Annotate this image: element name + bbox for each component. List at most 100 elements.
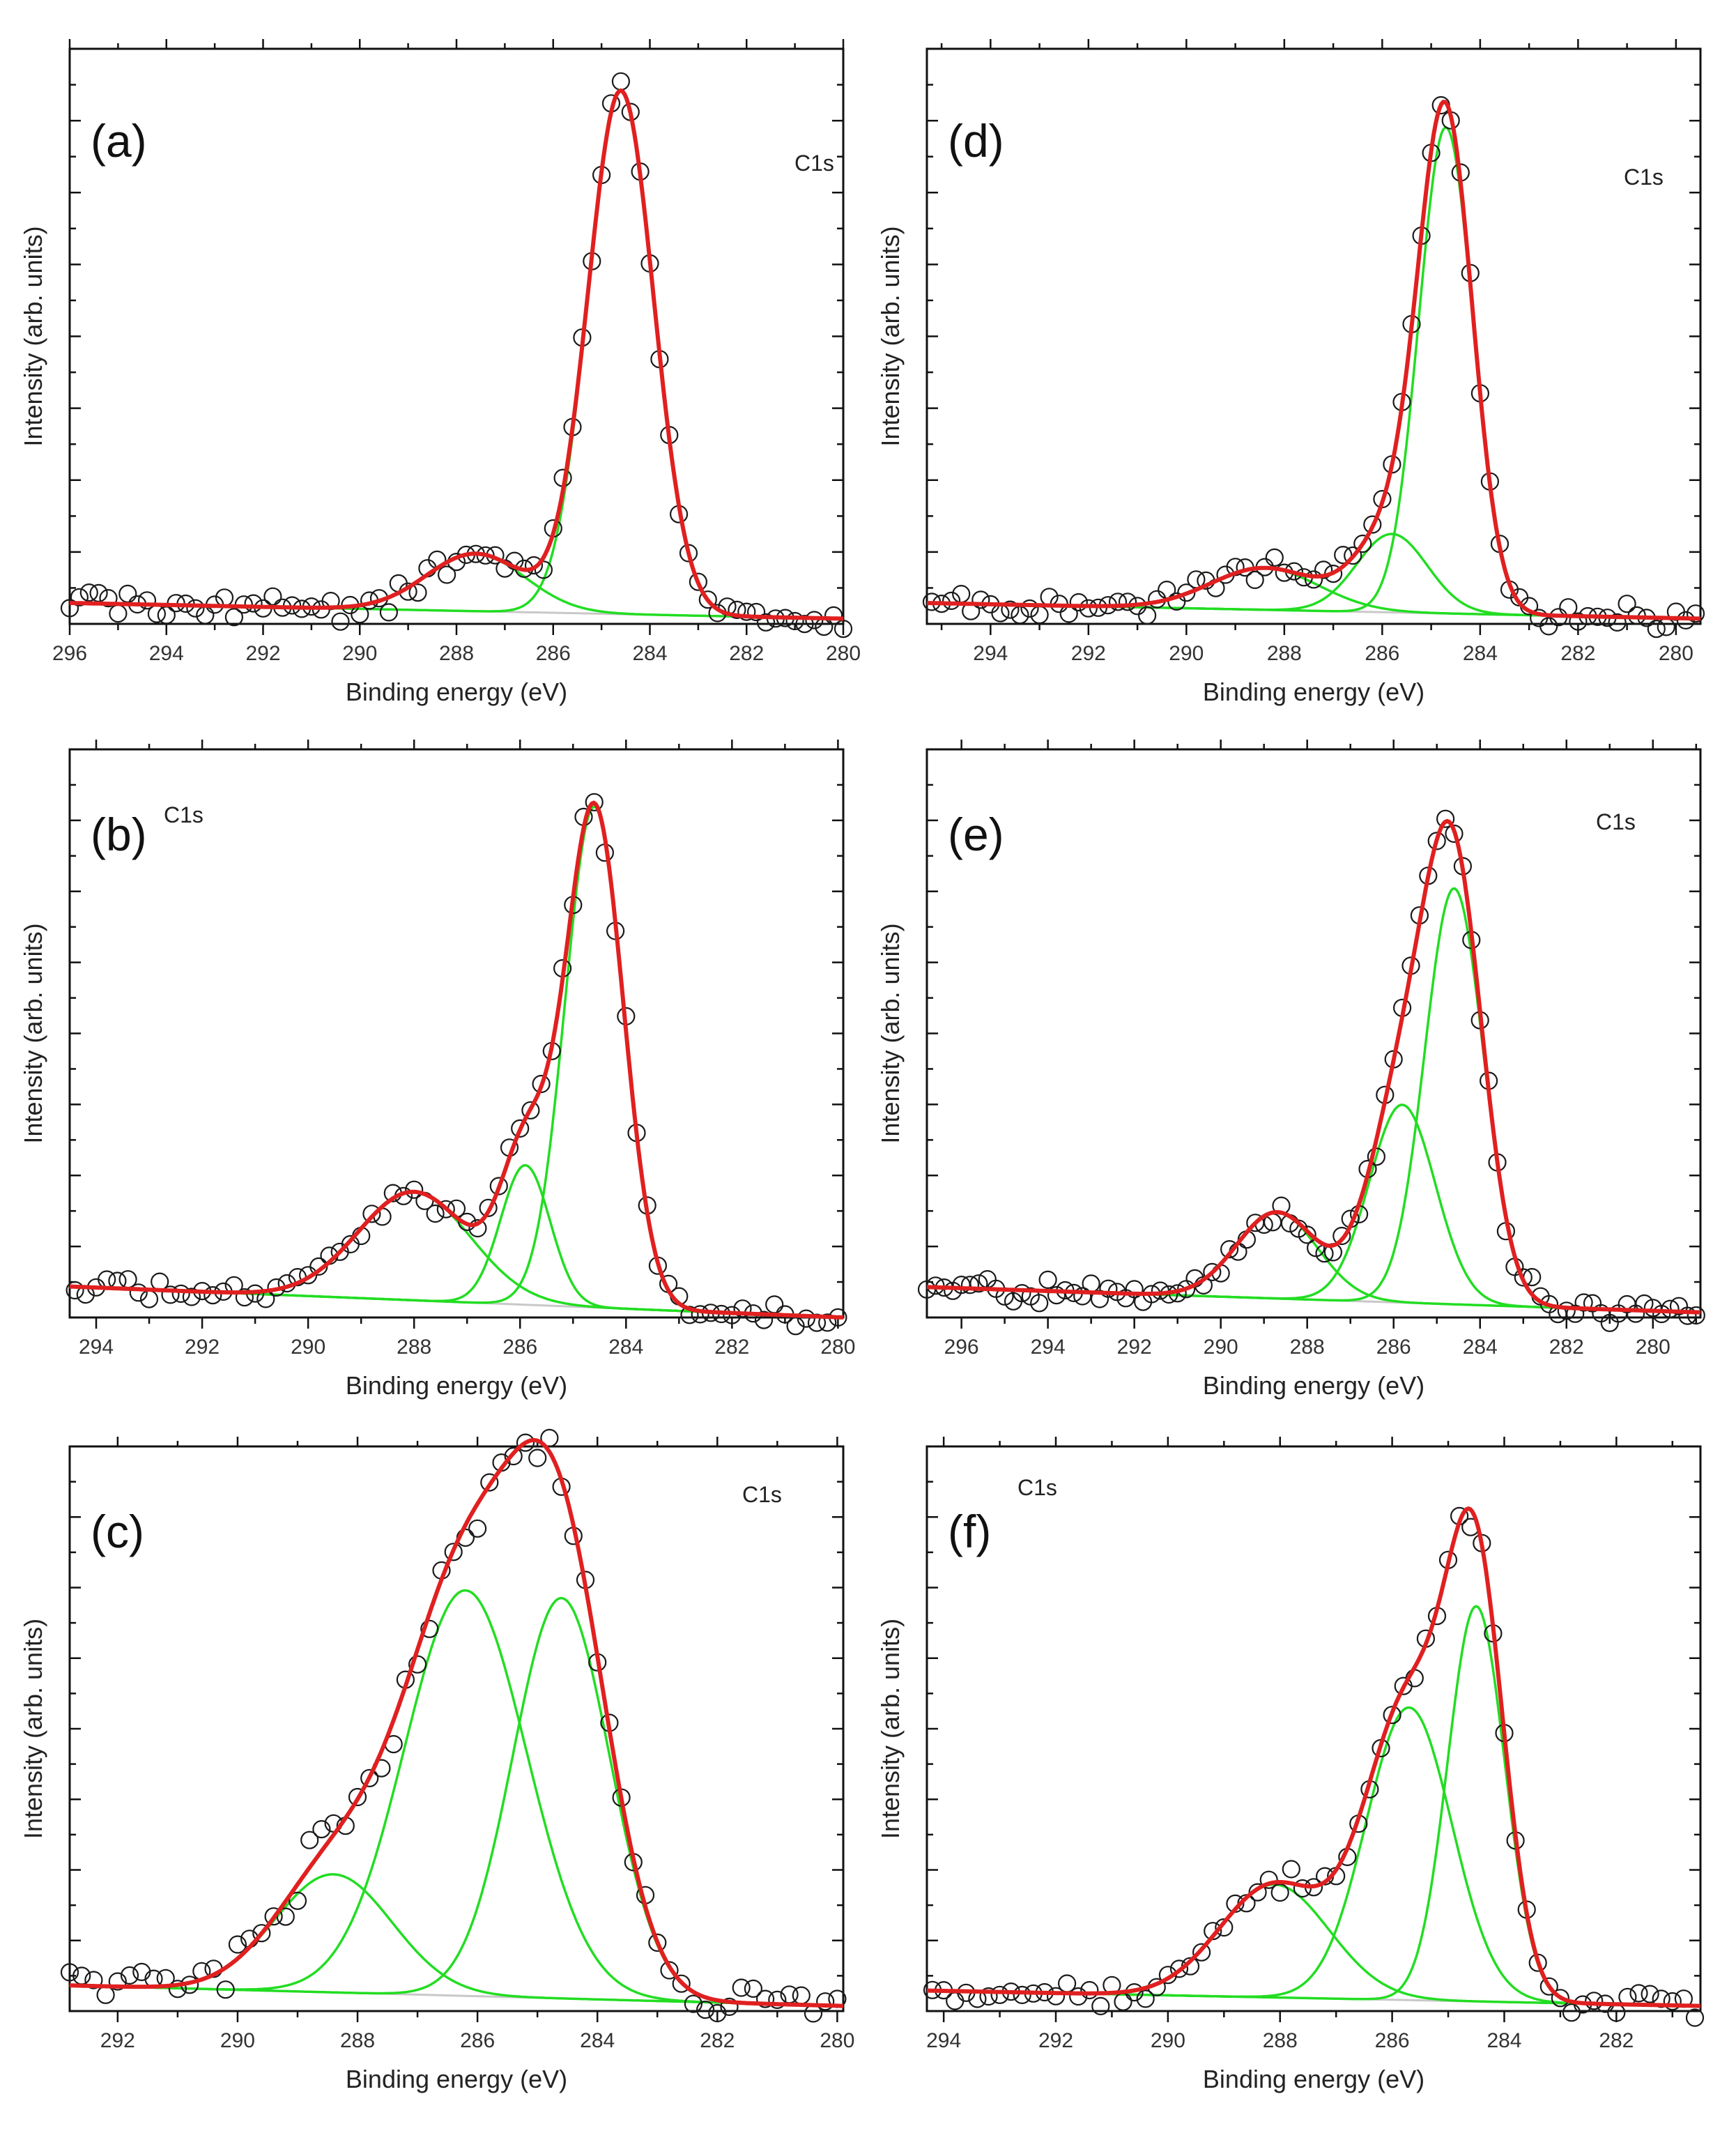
x-tick-label: 286 (460, 2029, 495, 2052)
c1s-annotation: C1s (164, 802, 203, 827)
y-axis-label: Intensity (arb. units) (19, 923, 47, 1143)
x-tick-label: 296 (944, 1336, 979, 1359)
panel-a: 296 294 292 290 288 286 284 282 280 Binding energ… (19, 39, 861, 706)
data-point (733, 1299, 752, 1318)
data-point (99, 588, 118, 608)
plot-frame (68, 1445, 845, 2012)
data-point (1118, 593, 1137, 611)
data-point (405, 1180, 424, 1199)
data-point (765, 1295, 784, 1314)
data-point (755, 1989, 775, 2008)
data-point (944, 1281, 962, 1300)
data-point (299, 1266, 318, 1285)
c1s-annotation: C1s (794, 151, 834, 176)
plot-frame (68, 47, 845, 625)
x-axis-label: Binding energy (eV) (346, 678, 567, 706)
data-point (60, 1963, 79, 1982)
x-tick-label: 284 (632, 642, 667, 665)
data-point (1685, 2008, 1705, 2027)
data-point (684, 1994, 703, 2013)
data-point (585, 793, 604, 811)
data-point (379, 603, 399, 622)
data-point (362, 1205, 381, 1223)
data-point (804, 2004, 823, 2023)
data-point (1270, 1883, 1289, 1902)
data-point (118, 584, 137, 604)
data-point (89, 583, 108, 603)
data-point (1220, 1239, 1239, 1259)
data-point (408, 583, 427, 602)
data-point (1114, 1992, 1132, 2011)
data-point (1551, 1989, 1569, 2008)
x-tick-label: 280 (1659, 642, 1693, 665)
data-point (1363, 515, 1382, 534)
data-point (979, 1987, 998, 2006)
data-point (532, 1074, 551, 1094)
data-point (437, 565, 456, 584)
x-tick-label: 290 (220, 2029, 255, 2052)
component-peak-1 (69, 90, 844, 620)
component-peak-1 (69, 1596, 843, 2008)
data-point (660, 1961, 679, 1980)
x-tick-label: 282 (700, 2029, 735, 2052)
data-point (990, 1985, 1009, 2004)
data-point (1013, 1985, 1031, 2004)
data-point (834, 619, 853, 639)
plot-frame (925, 47, 1702, 625)
data-point (1629, 1984, 1648, 2003)
x-tick-label: 288 (340, 2029, 375, 2052)
plot-frame (925, 748, 1702, 1319)
x-tick-label: 282 (1599, 2029, 1634, 2052)
panel-label: (d) (948, 115, 1004, 167)
data-point (109, 604, 128, 623)
data-point (1020, 599, 1039, 618)
panel-label: (e) (948, 809, 1004, 860)
data-point (698, 590, 717, 609)
data-point (1265, 548, 1284, 567)
panel-label: (a) (91, 115, 147, 167)
data-point (524, 556, 544, 575)
data-point (1004, 1292, 1023, 1311)
y-axis-label: Intensity (arb. units) (19, 1619, 47, 1839)
x-tick-label: 288 (1263, 2029, 1298, 2052)
data-point (1203, 1262, 1222, 1282)
data-point (312, 1820, 331, 1839)
data-point (1158, 580, 1176, 599)
component-peak-2 (69, 552, 844, 620)
x-axis-label: Binding energy (eV) (346, 1371, 567, 1400)
x-tick-label: 294 (79, 1336, 114, 1359)
data-point (1643, 1299, 1662, 1317)
data-point (1530, 609, 1549, 627)
x-tick-label: 282 (1560, 642, 1595, 665)
data-point (79, 583, 98, 602)
data-point (1136, 1989, 1155, 2008)
data-point (479, 1198, 498, 1217)
x-tick-label: 288 (397, 1336, 431, 1359)
data-point (444, 1543, 463, 1561)
data-point (1663, 1992, 1682, 2011)
x-tick-label: 280 (820, 1336, 855, 1359)
data-point (696, 2001, 715, 2019)
panel-f: 294 292 290 288 286 284 282 Binding energy (eV)… (876, 1437, 1705, 2093)
data-point (224, 608, 243, 627)
data-point (1080, 1980, 1099, 2000)
x-tick-label: 294 (1031, 1336, 1066, 1359)
data-point (816, 1992, 835, 2011)
data-point (1304, 570, 1323, 589)
data-point (182, 1288, 201, 1306)
data-point (648, 1933, 667, 1952)
data-point (151, 1272, 169, 1291)
data-point (1169, 1959, 1189, 1978)
x-tick-label: 284 (1463, 642, 1498, 665)
data-point (1069, 1987, 1088, 2006)
data-point (264, 1907, 283, 1926)
x-tick-label: 284 (608, 1336, 643, 1359)
data-point (98, 1270, 116, 1289)
x-tick-label: 286 (1376, 1336, 1411, 1359)
c1s-annotation: C1s (1017, 1475, 1057, 1500)
data-point (1245, 570, 1264, 590)
component-peak-2 (69, 1164, 844, 1319)
data-point (1069, 593, 1088, 612)
data-point (824, 606, 843, 625)
data-point (1569, 612, 1588, 631)
